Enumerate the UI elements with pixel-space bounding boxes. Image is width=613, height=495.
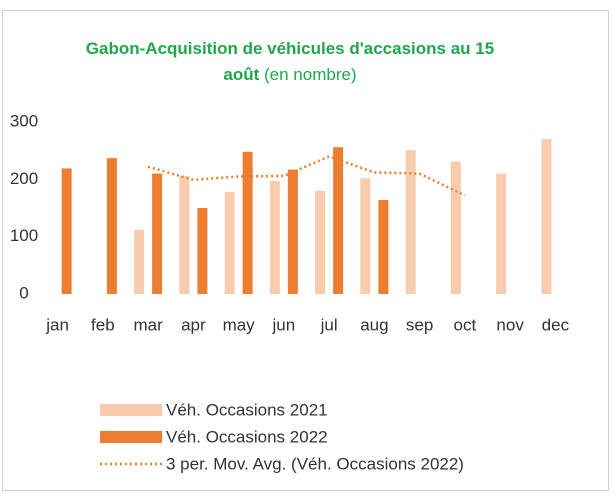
legend-label: 3 per. Mov. Avg. (Véh. Occasions 2022) bbox=[166, 454, 464, 473]
bar bbox=[134, 229, 145, 294]
bar bbox=[333, 147, 344, 294]
x-tick-label: oct bbox=[454, 315, 477, 334]
chart-title: Gabon-Acquisition de véhicules d'accasio… bbox=[70, 36, 510, 88]
y-tick-label: 100 bbox=[10, 226, 38, 245]
x-tick-label: jun bbox=[272, 315, 296, 334]
bar bbox=[106, 158, 117, 294]
bar bbox=[287, 169, 298, 294]
legend-swatch bbox=[100, 404, 162, 416]
legend-label: Véh. Occasions 2022 bbox=[166, 427, 328, 446]
bar bbox=[405, 150, 416, 294]
bar bbox=[315, 190, 326, 294]
y-tick-label: 300 bbox=[10, 111, 38, 130]
bar bbox=[179, 175, 190, 294]
bar bbox=[378, 199, 389, 294]
x-tick-label: jan bbox=[45, 315, 69, 334]
x-tick-label: nov bbox=[496, 315, 524, 334]
x-tick-label: dec bbox=[542, 315, 570, 334]
bar bbox=[242, 151, 253, 294]
bar bbox=[197, 208, 208, 294]
y-tick-label: 0 bbox=[19, 283, 28, 302]
title: Gabon-Acquisition de véhicules d'accasio… bbox=[85, 39, 495, 84]
bar bbox=[360, 178, 371, 294]
bar bbox=[496, 173, 507, 294]
bar bbox=[269, 181, 280, 294]
bar bbox=[541, 139, 552, 294]
x-tick-label: aug bbox=[360, 315, 388, 334]
x-tick-label: jul bbox=[320, 315, 338, 334]
bar bbox=[61, 168, 72, 294]
bar bbox=[224, 191, 235, 294]
x-tick-label: may bbox=[223, 315, 256, 334]
chart-frame bbox=[2, 10, 609, 491]
legend-label: Véh. Occasions 2021 bbox=[166, 400, 328, 419]
y-tick-label: 200 bbox=[10, 169, 38, 188]
x-tick-label: mar bbox=[133, 315, 163, 334]
subtitle: (en nombre) bbox=[264, 65, 357, 84]
moving-average-line bbox=[147, 155, 466, 197]
bar bbox=[450, 161, 461, 294]
x-tick-label: apr bbox=[181, 315, 206, 334]
bar bbox=[152, 173, 163, 294]
x-tick-label: sep bbox=[406, 315, 433, 334]
legend-swatch bbox=[100, 431, 162, 443]
x-tick-label: feb bbox=[91, 315, 115, 334]
